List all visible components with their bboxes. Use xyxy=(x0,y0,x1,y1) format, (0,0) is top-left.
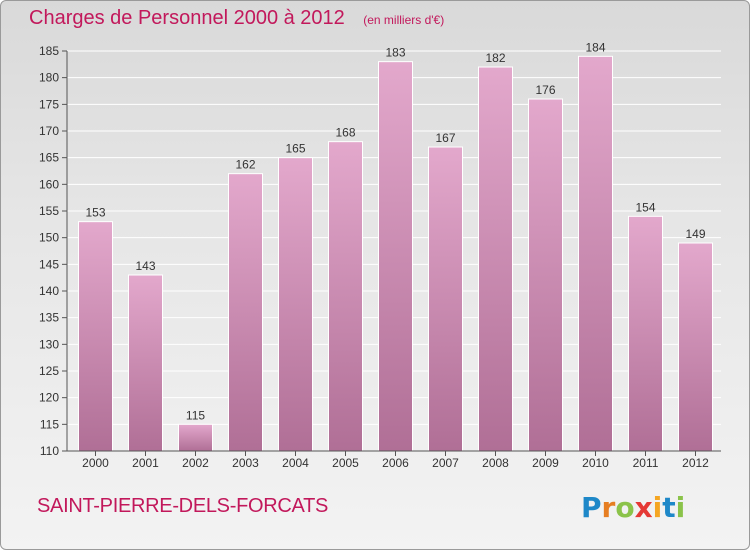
y-tick-label: 135 xyxy=(39,311,59,325)
x-tick-label: 2003 xyxy=(232,456,259,470)
x-tick-label: 2006 xyxy=(382,456,409,470)
y-tick-label: 150 xyxy=(39,231,59,245)
logo-letter: i xyxy=(652,491,663,524)
bar-value-label: 182 xyxy=(485,51,505,65)
logo-letter: t xyxy=(662,491,676,524)
bars: 153 143 115 162 165 168 183 167 182 176 184 154 149 xyxy=(78,40,713,452)
y-tick-label: 140 xyxy=(39,284,59,298)
bar xyxy=(628,215,663,452)
y-tick-label: 160 xyxy=(39,177,59,191)
bar xyxy=(78,221,113,452)
bar xyxy=(528,98,563,452)
x-tick-label: 2012 xyxy=(682,456,709,470)
bar-value-label: 162 xyxy=(235,158,255,172)
logo-letter: i xyxy=(675,491,686,524)
x-tick-label: 2011 xyxy=(633,456,659,470)
chart-header: Charges de Personnel 2000 à 2012 (en mil… xyxy=(29,7,444,30)
bar xyxy=(378,61,413,452)
bar-value-label: 149 xyxy=(685,227,705,241)
bar-value-label: 176 xyxy=(535,83,555,97)
x-tick-label: 2004 xyxy=(282,456,309,470)
x-tick-label: 2002 xyxy=(182,456,209,470)
bar xyxy=(278,157,313,452)
chart-title: Charges de Personnel 2000 à 2012 xyxy=(29,7,345,29)
y-tick-label: 125 xyxy=(39,364,59,378)
y-tick-label: 165 xyxy=(39,151,59,165)
bar xyxy=(178,423,213,452)
logo-letter: o xyxy=(615,491,635,524)
bar-value-label: 168 xyxy=(335,126,355,140)
x-tick-label: 2007 xyxy=(432,456,459,470)
logo-letter: P xyxy=(581,491,602,524)
y-tick-label: 130 xyxy=(39,337,59,351)
commune-name: SAINT-PIERRE-DELS-FORCATS xyxy=(37,495,329,517)
bar-value-label: 154 xyxy=(635,200,655,214)
x-tick-label: 2000 xyxy=(82,456,109,470)
bar-value-label: 167 xyxy=(435,131,455,145)
y-tick-label: 145 xyxy=(39,257,59,271)
bar xyxy=(128,274,163,452)
chart-unit: (en milliers d'€) xyxy=(363,13,445,27)
x-tick-label: 2009 xyxy=(532,456,559,470)
y-tick-label: 155 xyxy=(39,204,59,218)
y-tick-label: 180 xyxy=(39,71,59,85)
proxiti-logo: Proxiti xyxy=(581,491,685,524)
bar xyxy=(228,173,263,452)
x-tick-label: 2005 xyxy=(332,456,359,470)
bar-value-label: 153 xyxy=(85,206,105,220)
x-tick-label: 2010 xyxy=(582,456,609,470)
bar-value-label: 183 xyxy=(385,46,405,60)
y-tick-label: 120 xyxy=(39,391,59,405)
y-tick-label: 110 xyxy=(40,444,59,458)
bar xyxy=(428,146,463,452)
bar xyxy=(578,55,613,452)
logo-letter: r xyxy=(601,491,616,524)
y-axis: 110 115 120 125 130 135 140 145 150 155 160 165 170 1… xyxy=(39,44,68,458)
x-tick-label: 2008 xyxy=(482,456,509,470)
y-tick-label: 115 xyxy=(40,417,59,431)
bar-value-label: 184 xyxy=(585,40,605,54)
bar-value-label: 115 xyxy=(186,408,205,422)
bar xyxy=(478,66,513,452)
bar xyxy=(678,242,713,452)
x-axis: 2000 2001 2002 2003 2004 2005 2006 2007 2008 2009… xyxy=(67,450,721,470)
bar-value-label: 143 xyxy=(135,259,155,273)
logo-letter: x xyxy=(634,491,653,524)
bar xyxy=(328,141,363,452)
x-tick-label: 2001 xyxy=(132,456,159,470)
bar-value-label: 165 xyxy=(285,142,305,156)
y-tick-label: 175 xyxy=(39,97,59,111)
y-tick-label: 185 xyxy=(39,44,59,58)
y-tick-label: 170 xyxy=(39,124,59,138)
